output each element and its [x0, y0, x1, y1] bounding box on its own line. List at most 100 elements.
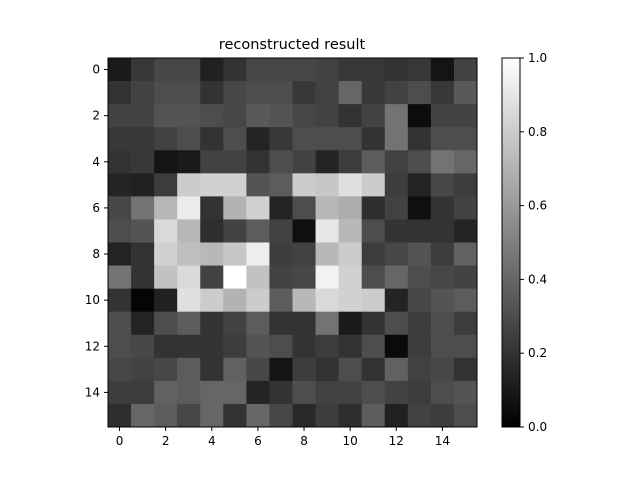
colorbar-tick-label: 1.0	[528, 51, 547, 65]
heatmap-cell	[453, 104, 478, 128]
heatmap-cell	[430, 196, 455, 220]
heatmap-cell	[338, 265, 363, 290]
heatmap-cell	[430, 81, 455, 105]
heatmap-cell	[384, 58, 409, 82]
heatmap-cell	[361, 81, 386, 105]
heatmap-cell	[315, 81, 340, 105]
heatmap-cell	[407, 357, 432, 382]
heatmap-cell	[384, 380, 409, 405]
heatmap-cell	[154, 81, 178, 105]
heatmap-cell	[338, 357, 363, 382]
heatmap-cell	[269, 219, 293, 243]
heatmap-cell	[361, 219, 386, 243]
heatmap-cell	[407, 81, 432, 105]
heatmap-cell	[292, 403, 316, 428]
y-tick-label: 6	[92, 201, 100, 215]
heatmap-cell	[108, 104, 132, 128]
heatmap-cell	[223, 334, 247, 359]
x-tick-label: 10	[343, 434, 358, 448]
heatmap-cell	[131, 357, 155, 382]
heatmap-cell	[384, 357, 409, 382]
heatmap-cell	[177, 150, 201, 174]
y-tick-label: 8	[92, 247, 100, 261]
heatmap-cell	[292, 104, 316, 128]
heatmap-cell	[407, 265, 432, 290]
heatmap-cell	[338, 311, 363, 336]
heatmap-cell	[453, 311, 478, 336]
heatmap-cell	[361, 380, 386, 405]
heatmap-cell	[200, 357, 224, 382]
heatmap-cell	[200, 150, 224, 174]
heatmap-cell	[200, 311, 224, 336]
heatmap-cell	[108, 242, 132, 266]
heatmap-cell	[200, 334, 224, 359]
heatmap-cell	[108, 173, 132, 197]
heatmap-cell	[430, 288, 455, 313]
heatmap-cell	[131, 81, 155, 105]
heatmap-cell	[131, 403, 155, 428]
heatmap-cell	[223, 219, 247, 243]
heatmap-cell	[338, 127, 363, 151]
heatmap-cell	[108, 219, 132, 243]
heatmap-cell	[200, 380, 224, 405]
heatmap-cell	[223, 196, 247, 220]
heatmap-cell	[407, 104, 432, 128]
heatmap-cell	[246, 403, 270, 428]
heatmap-cell	[292, 380, 316, 405]
heatmap-cell	[154, 219, 178, 243]
heatmap-cell	[223, 242, 247, 266]
heatmap-cell	[269, 357, 293, 382]
heatmap-cell	[246, 357, 270, 382]
heatmap-cell	[177, 127, 201, 151]
heatmap-cell	[246, 173, 270, 197]
heatmap-cell	[269, 196, 293, 220]
x-axis: 0 2 4 6 8 10 12 14	[116, 427, 450, 448]
heatmap-cell	[246, 334, 270, 359]
heatmap-cell	[200, 403, 224, 428]
heatmap-cell	[315, 242, 340, 266]
heatmap-cell	[430, 311, 455, 336]
heatmap-cell	[292, 265, 316, 290]
heatmap-cell	[177, 380, 201, 405]
colorbar-tick-label: 0.4	[528, 272, 547, 286]
heatmap-cell	[292, 150, 316, 174]
heatmap-cell	[338, 58, 363, 82]
heatmap-cell	[453, 150, 478, 174]
heatmap-cell	[315, 380, 340, 405]
heatmap-cell	[223, 150, 247, 174]
x-tick-label: 6	[254, 434, 262, 448]
heatmap-cell	[177, 288, 201, 313]
heatmap-cell	[430, 58, 455, 82]
heatmap-cell	[338, 150, 363, 174]
heatmap-cell	[177, 265, 201, 290]
heatmap-cell	[131, 219, 155, 243]
heatmap-cell	[453, 127, 478, 151]
heatmap-cell	[338, 219, 363, 243]
heatmap-cell	[292, 196, 316, 220]
heatmap-cell	[384, 127, 409, 151]
colorbar-tick-label: 0.6	[528, 199, 547, 213]
heatmap-cell	[361, 288, 386, 313]
heatmap-cell	[338, 196, 363, 220]
heatmap-cell	[453, 242, 478, 266]
heatmap-cell	[108, 380, 132, 405]
heatmap-cell	[292, 242, 316, 266]
heatmap-cell	[292, 334, 316, 359]
heatmap-cell	[108, 288, 132, 313]
heatmap-cell	[453, 81, 478, 105]
heatmap-cell	[430, 104, 455, 128]
heatmap-cell	[407, 173, 432, 197]
heatmap-cell	[292, 173, 316, 197]
heatmap-cell	[407, 288, 432, 313]
heatmap-cell	[223, 58, 247, 82]
heatmap-cell	[246, 288, 270, 313]
heatmap-cell	[131, 127, 155, 151]
heatmap-cell	[384, 403, 409, 428]
heatmap-cell	[177, 334, 201, 359]
heatmap-cell	[315, 403, 340, 428]
heatmap-cell	[292, 357, 316, 382]
heatmap-cell	[177, 104, 201, 128]
heatmap-cell	[315, 104, 340, 128]
heatmap-cell	[177, 81, 201, 105]
y-tick-label: 12	[85, 339, 100, 353]
